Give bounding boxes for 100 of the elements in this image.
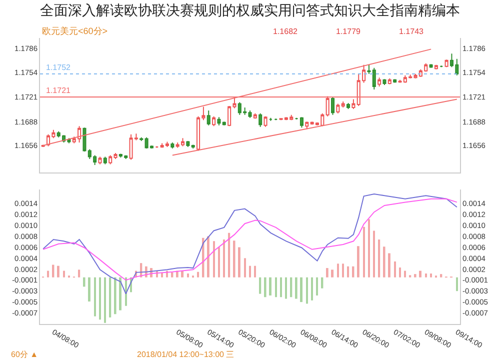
text: 60分 ▲ bbox=[11, 350, 38, 359]
candlestick bbox=[336, 103, 340, 114]
bar bbox=[357, 246, 360, 278]
bar bbox=[368, 219, 370, 278]
candlestick bbox=[429, 64, 433, 68]
bar bbox=[218, 247, 220, 278]
bar bbox=[311, 277, 313, 300]
candlestick bbox=[434, 64, 438, 70]
candlestick bbox=[103, 156, 107, 165]
bar bbox=[352, 266, 354, 278]
candlestick bbox=[98, 156, 102, 165]
bar bbox=[244, 258, 246, 278]
candlestick bbox=[212, 116, 216, 127]
bar bbox=[94, 277, 96, 316]
bar bbox=[238, 247, 240, 278]
bar bbox=[207, 236, 210, 278]
bar bbox=[109, 277, 112, 318]
bar bbox=[404, 270, 406, 278]
bar bbox=[306, 277, 308, 304]
candlestick bbox=[388, 78, 392, 85]
bar bbox=[47, 270, 50, 278]
bar bbox=[394, 261, 396, 278]
bar bbox=[119, 277, 122, 310]
line-series bbox=[42, 198, 458, 281]
line-series bbox=[42, 193, 458, 294]
candlestick bbox=[393, 78, 397, 84]
candlestick bbox=[300, 116, 304, 128]
candlestick bbox=[378, 77, 382, 88]
bar bbox=[213, 241, 215, 278]
bar bbox=[285, 277, 287, 299]
bar bbox=[63, 270, 65, 278]
candlestick bbox=[108, 154, 112, 165]
candlestick bbox=[114, 152, 118, 160]
bar bbox=[295, 277, 298, 299]
bar bbox=[337, 264, 339, 278]
bar bbox=[363, 226, 365, 278]
bar bbox=[78, 270, 80, 278]
bar bbox=[249, 266, 251, 278]
ref-line-label: 1.1721 bbox=[46, 86, 72, 95]
candlestick bbox=[222, 121, 226, 126]
chart-title: 全面深入解读欧协联决赛规则的权威实用问答式知识大全指南精编本 bbox=[40, 2, 460, 18]
bar bbox=[83, 277, 86, 287]
bar bbox=[171, 272, 174, 278]
candlestick bbox=[274, 118, 278, 121]
candlestick bbox=[155, 146, 159, 148]
chart-subtitle: 欧元美元<60分> bbox=[42, 26, 108, 36]
candlestick bbox=[352, 98, 356, 110]
text: 1.1682 bbox=[273, 27, 298, 36]
candlestick bbox=[264, 116, 268, 128]
candlestick bbox=[186, 140, 190, 148]
bar bbox=[99, 277, 101, 320]
bar bbox=[388, 253, 390, 278]
bar bbox=[414, 274, 416, 278]
bar bbox=[326, 268, 328, 278]
candlestick bbox=[326, 96, 330, 117]
bar bbox=[114, 277, 116, 314]
bar bbox=[456, 277, 458, 292]
candlestick bbox=[372, 67, 376, 90]
bar bbox=[88, 277, 90, 302]
bar bbox=[254, 266, 256, 278]
candlestick bbox=[140, 136, 144, 142]
bar bbox=[430, 274, 432, 278]
bar bbox=[321, 277, 324, 288]
bar bbox=[233, 240, 236, 278]
bar bbox=[331, 270, 334, 278]
candlestick bbox=[170, 142, 174, 150]
bar bbox=[316, 277, 318, 296]
bar bbox=[425, 274, 427, 278]
candlestick bbox=[382, 78, 386, 86]
bar bbox=[104, 277, 106, 323]
bar bbox=[419, 270, 422, 278]
bar bbox=[342, 264, 344, 278]
bar bbox=[383, 246, 386, 278]
bar bbox=[378, 240, 380, 278]
ref-line-label: 1.1752 bbox=[46, 63, 72, 72]
bar bbox=[280, 277, 282, 298]
bar bbox=[440, 274, 442, 278]
candlestick bbox=[444, 59, 448, 68]
candlestick bbox=[440, 65, 444, 68]
bar bbox=[259, 277, 262, 294]
candlestick bbox=[341, 100, 345, 108]
bar bbox=[275, 277, 277, 298]
text: 2018/01/04 12:00~13:00 三 bbox=[137, 350, 234, 359]
candlestick bbox=[253, 112, 257, 120]
candlestick bbox=[258, 112, 262, 128]
bar bbox=[269, 277, 272, 296]
candlestick bbox=[330, 96, 335, 116]
candlestick bbox=[217, 116, 221, 126]
text: 1.1779 bbox=[336, 27, 362, 36]
bar bbox=[300, 277, 302, 302]
bar bbox=[399, 267, 401, 278]
bar bbox=[228, 232, 230, 278]
candlestick bbox=[191, 144, 195, 150]
bar bbox=[197, 272, 200, 278]
bar bbox=[57, 266, 60, 278]
bar bbox=[290, 277, 292, 298]
candlestick bbox=[346, 102, 350, 110]
candlestick bbox=[367, 64, 371, 74]
bar bbox=[264, 277, 266, 298]
candlestick bbox=[305, 121, 309, 130]
